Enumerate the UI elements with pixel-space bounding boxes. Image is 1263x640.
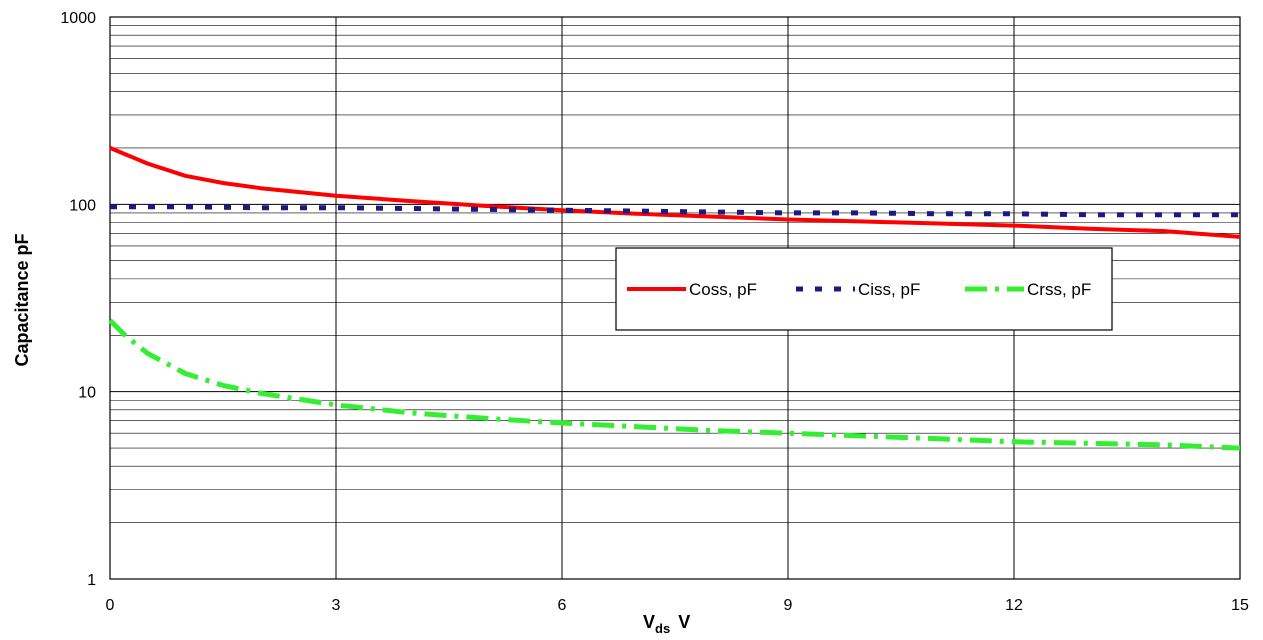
y-tick-label: 100	[69, 197, 96, 214]
y-tick-label: 1000	[60, 10, 96, 27]
legend-label-ciss: Ciss, pF	[858, 280, 920, 299]
y-tick-label: 1	[87, 572, 96, 589]
x-tick-label: 9	[784, 597, 793, 614]
legend-label-coss: Coss, pF	[689, 280, 757, 299]
legend-label-crss: Crss, pF	[1027, 280, 1091, 299]
y-tick-labels: 1 10 100 1000	[60, 10, 96, 589]
x-tick-label: 6	[558, 597, 567, 614]
x-axis-label-main: V	[643, 612, 655, 632]
x-tick-label: 15	[1231, 597, 1249, 614]
x-tick-label: 12	[1005, 597, 1023, 614]
series-line-crss	[108, 318, 1241, 451]
legend-box	[615, 247, 1113, 331]
plot-frame	[109, 16, 1241, 580]
x-tick-label: 3	[332, 597, 341, 614]
y-tick-label: 10	[78, 385, 96, 402]
y-axis-label: Capacitance pF	[12, 233, 32, 366]
series-line-coss	[109, 146, 1241, 239]
x-tick-labels: 0 3 6 9 12 15	[106, 597, 1249, 614]
minor-gridlines	[110, 25, 1240, 523]
x-axis-label-unit: V	[678, 612, 690, 632]
legend: Coss, pF Ciss, pF Crss, pF	[615, 247, 1113, 331]
x-axis-label: Vds V	[643, 612, 690, 635]
x-tick-label: 0	[106, 597, 115, 614]
x-axis-label-subscript: ds	[655, 621, 670, 635]
series-layer	[108, 146, 1241, 451]
